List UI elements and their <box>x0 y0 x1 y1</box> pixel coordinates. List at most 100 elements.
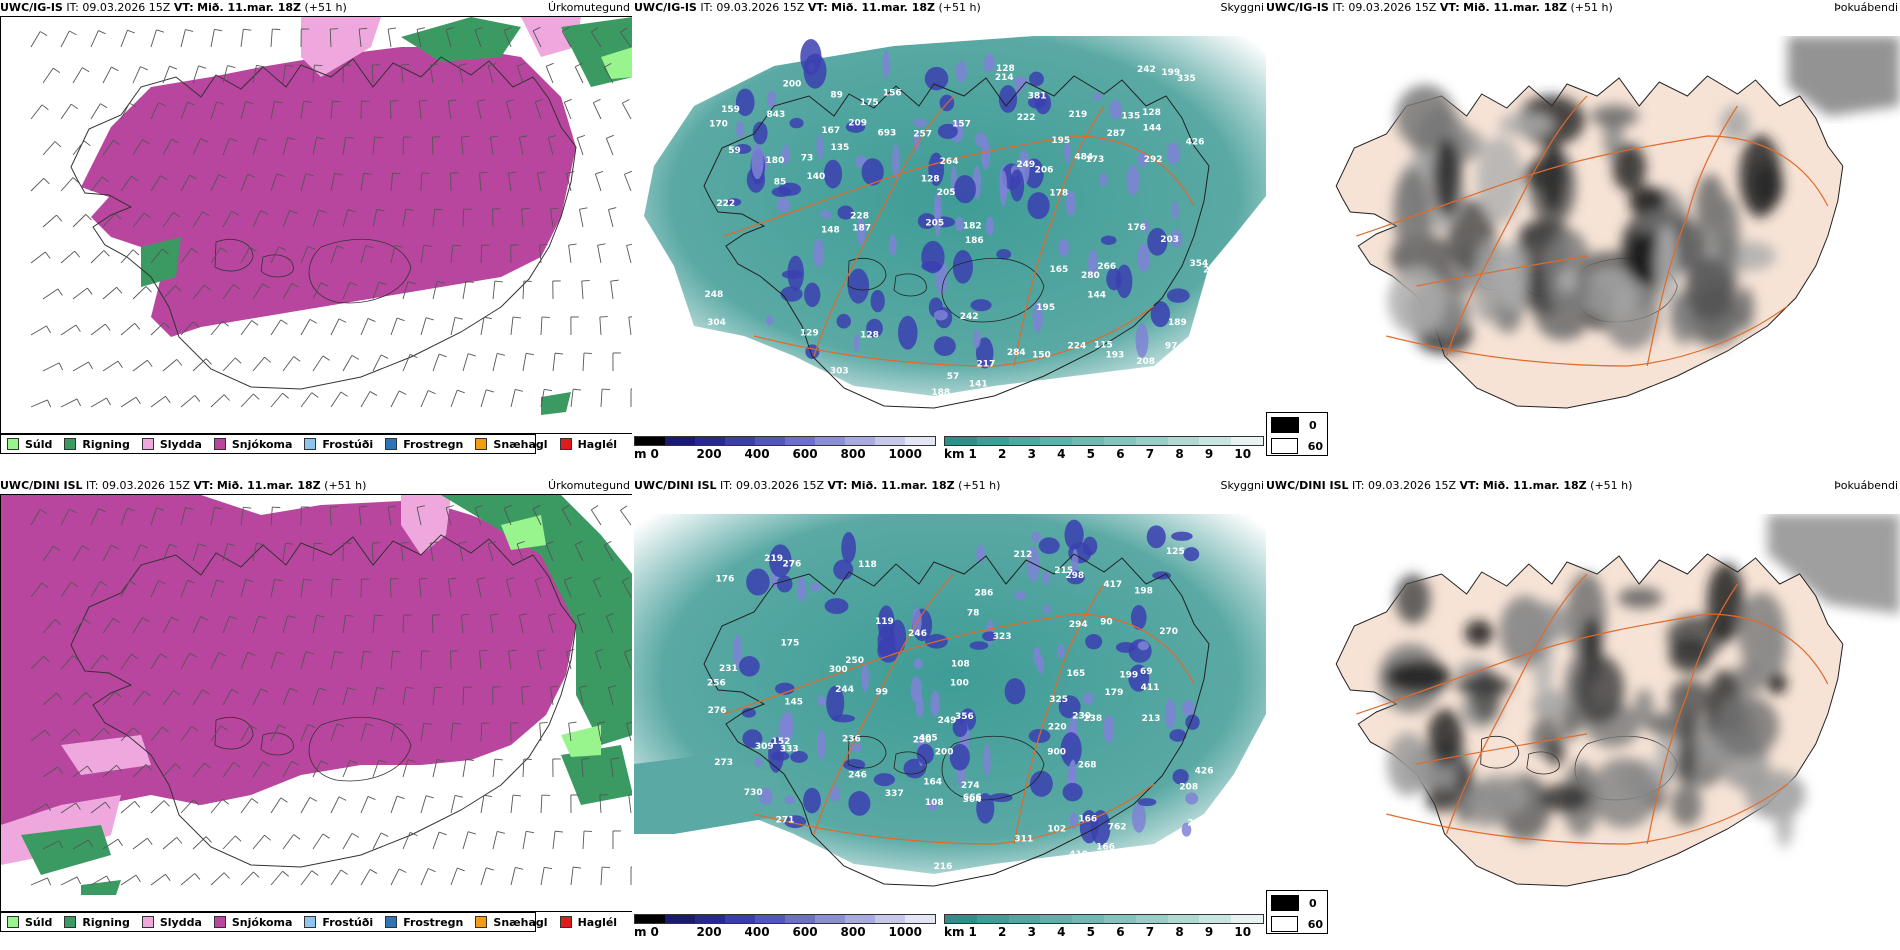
cloud-base-label: 85 <box>774 178 787 188</box>
lead-time: (+51 h) <box>938 1 981 14</box>
low-cloud-patch <box>1128 664 1150 692</box>
low-cloud-patch <box>983 744 991 777</box>
fog-index-field <box>1378 562 1806 848</box>
legend-swatch <box>7 916 19 928</box>
low-cloud-patch <box>954 175 976 204</box>
low-cloud-patch <box>837 205 854 220</box>
precip-map[interactable] <box>0 16 632 434</box>
cloud-base-label: 323 <box>993 632 1012 642</box>
cloud-base-label: 325 <box>1049 695 1068 705</box>
dewpoint-panel: UWC/IG-IS IT: 09.03.2026 15Z VT: Mið. 11… <box>1266 0 1900 472</box>
cloud-base-label: 270 <box>1159 627 1178 637</box>
cloud-base-label: 309 <box>755 742 774 752</box>
legend-label: Súld <box>25 915 53 929</box>
low-cloud-patch <box>1009 169 1025 202</box>
low-cloud-patch <box>829 785 841 802</box>
low-cloud-patch <box>888 234 897 256</box>
low-cloud-patch <box>1027 192 1050 220</box>
cloud-map[interactable]: 59 135 178 57 135 188 165 187 128 236 354 209 484 129… <box>634 36 1266 436</box>
cloud-base-label: 666 <box>963 793 982 803</box>
product-title: Þokuábendi <box>1834 479 1898 492</box>
scale-tick: 10 <box>1234 925 1252 939</box>
low-cloud-patch <box>1069 759 1077 784</box>
low-cloud-patch <box>734 144 752 154</box>
legend-swatch <box>304 438 317 450</box>
dewpoint-map[interactable] <box>1266 514 1900 914</box>
cloud-base-label: 150 <box>1032 350 1051 360</box>
low-cloud-patch <box>1058 238 1070 257</box>
low-cloud-patch <box>930 690 940 717</box>
dewpoint-map[interactable] <box>1266 36 1900 436</box>
cloud-base-label: 167 <box>821 126 840 136</box>
scale-tick: 9 <box>1204 447 1214 461</box>
low-cloud-patch <box>813 238 824 268</box>
low-cloud-patch <box>1131 802 1146 833</box>
low-cloud-patch <box>928 152 945 186</box>
low-cloud-patch <box>937 123 958 139</box>
low-cloud-patch <box>850 743 862 753</box>
low-cloud-patch <box>1170 230 1183 248</box>
scale-tick: 4 <box>1057 447 1066 461</box>
cloud-base-label: 195 <box>1051 136 1070 146</box>
model-name: UWC/IG-IS <box>1266 1 1329 14</box>
low-cloud-patch <box>790 751 808 763</box>
init-time-label: IT: <box>1332 1 1345 14</box>
low-cloud-patch <box>784 795 795 805</box>
low-cloud-patch <box>1137 243 1150 272</box>
low-cloud-patch <box>733 634 742 668</box>
legend-label: Slydda <box>159 915 202 929</box>
low-cloud-patch <box>1068 542 1092 564</box>
low-cloud-patch <box>1165 698 1176 729</box>
low-cloud-patch <box>778 715 790 745</box>
scale-tick: 800 <box>840 925 866 939</box>
drizzle-area <box>501 515 546 550</box>
cloud-base-label: 141 <box>969 379 988 389</box>
cloud-base-label: 166 <box>1096 842 1115 852</box>
cloud-base-label: 273 <box>714 758 733 768</box>
cloud-base-label: 164 <box>923 777 942 787</box>
cloud-base-label: 69 <box>1140 667 1153 677</box>
legend-item: Frostúði <box>304 916 373 929</box>
scale-tick: 1 <box>968 447 977 461</box>
cloud-base-label: 693 <box>878 128 897 138</box>
legend-item: Snjókoma <box>213 916 292 929</box>
valid-time-label: VT: <box>193 479 214 492</box>
low-cloud-patch <box>982 631 998 642</box>
low-cloud-patch <box>824 598 849 615</box>
cloud-base-label: 57 <box>947 372 960 382</box>
legend-swatch <box>385 916 398 928</box>
precip-map[interactable] <box>0 494 632 912</box>
iceland-outline <box>703 553 1210 887</box>
cloud-base-label: 268 <box>1078 760 1097 770</box>
cloud-base-label: 189 <box>1168 318 1187 328</box>
cloud-base-labels: 900 426 199 208 102 90 69 108 205 166 230 220 273 268… <box>707 547 1221 872</box>
low-cloud-patch <box>1069 812 1078 830</box>
low-cloud-patch <box>816 134 823 160</box>
low-cloud-patch <box>1172 200 1179 220</box>
legend-swatch <box>475 438 488 450</box>
iceland-outline <box>703 75 1210 409</box>
cloud-base-label: 140 <box>806 172 825 182</box>
low-cloud-patch <box>1126 165 1140 196</box>
init-time-label: IT: <box>700 1 713 14</box>
cloud-map[interactable]: 900 426 199 208 102 90 69 108 205 166 230 220 273 268… <box>634 514 1266 914</box>
cloud-base-label: 208 <box>1136 357 1155 367</box>
legend-swatch <box>213 916 226 928</box>
init-time: 09.03.2026 15Z <box>1348 1 1437 14</box>
cloud-base-label: 159 <box>721 105 740 115</box>
cloud-base-label: 118 <box>858 560 877 570</box>
cloud-base-label: 165 <box>1066 669 1085 679</box>
cloud-base-label: 242 <box>1137 65 1156 75</box>
cloud-base-label: 205 <box>1187 818 1206 828</box>
sleet-area <box>301 17 381 77</box>
scale-tick: 3 <box>1027 925 1036 939</box>
cloud-base-label: 128 <box>1142 108 1161 118</box>
dewpoint-panel: UWC/DINI ISL IT: 09.03.2026 15Z VT: Mið.… <box>1266 478 1900 950</box>
fog-key-dark: 0 <box>1309 418 1317 432</box>
cloud-base-label: 90 <box>1100 618 1113 628</box>
low-cloud-patch <box>913 658 923 670</box>
valid-time: Mið. 11.mar. 18Z <box>216 479 321 492</box>
low-cloud-patch <box>861 663 869 693</box>
cloud-base-label: 256 <box>707 678 726 688</box>
low-cloud-patch <box>969 641 989 650</box>
